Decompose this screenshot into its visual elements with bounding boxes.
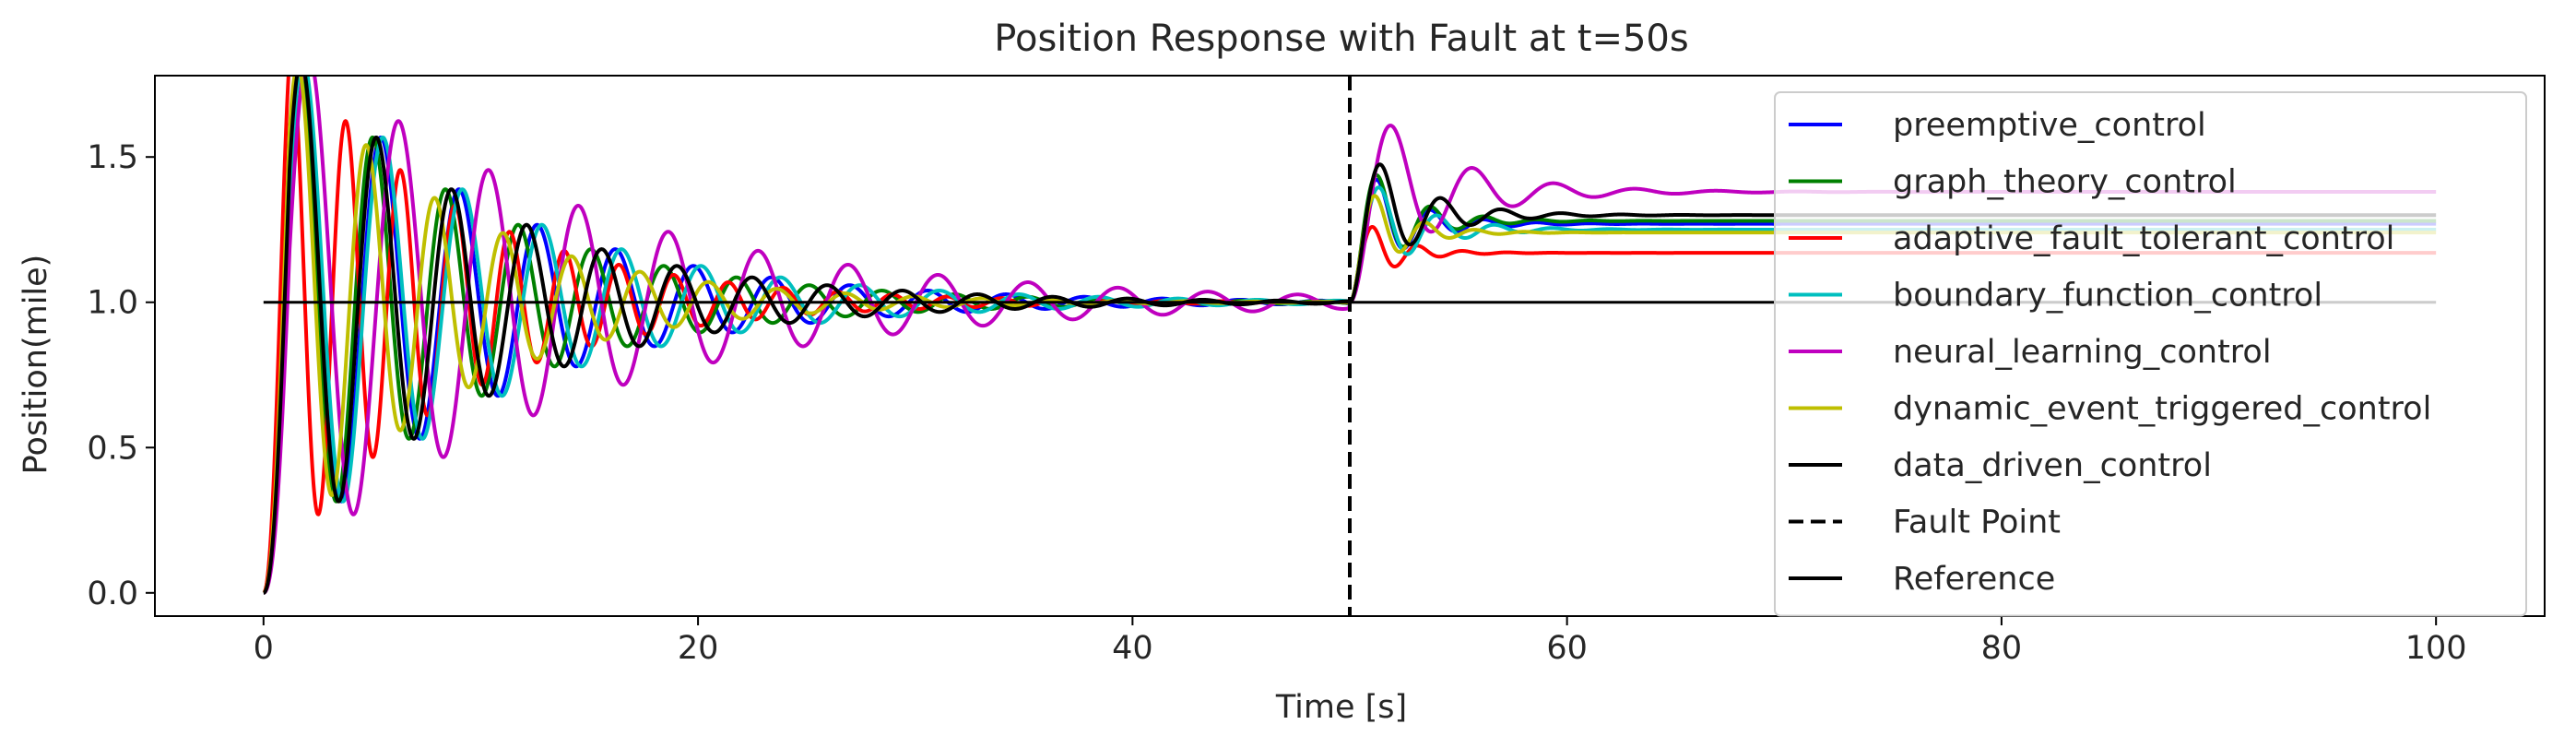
y-tick-label: 0.5 bbox=[87, 430, 138, 467]
x-tick-label: 0 bbox=[254, 630, 274, 667]
legend-label: neural_learning_control bbox=[1893, 334, 2272, 371]
x-tick-label: 20 bbox=[678, 630, 719, 667]
legend-box bbox=[1774, 91, 2527, 617]
legend-label: data_driven_control bbox=[1893, 447, 2212, 484]
plot-area: 0 20 40 60 80 100 0.0 0.5 1.0 1.5 bbox=[87, 75, 2546, 667]
y-tick-label: 1.5 bbox=[87, 139, 138, 176]
y-tick-label: 1.0 bbox=[87, 285, 138, 322]
y-axis-label: Position(mile) bbox=[18, 255, 54, 475]
x-tick-label: 60 bbox=[1546, 630, 1588, 667]
x-tick-label: 80 bbox=[1981, 630, 2023, 667]
legend-label: boundary_function_control bbox=[1893, 278, 2322, 315]
legend-label: Reference bbox=[1893, 561, 2055, 598]
y-tick-label: 0.0 bbox=[87, 576, 138, 612]
plot-frame bbox=[154, 75, 2546, 617]
x-axis-label: Time [s] bbox=[1275, 689, 1407, 726]
legend-label: adaptive_fault_tolerant_control bbox=[1893, 220, 2394, 257]
x-tick-label: 40 bbox=[1112, 630, 1153, 667]
legend-label: preemptive_control bbox=[1893, 107, 2206, 144]
legend-label: dynamic_event_triggered_control bbox=[1893, 391, 2431, 428]
legend: preemptive_control graph_theory_controlad… bbox=[1774, 91, 2527, 617]
chart-title: Position Response with Fault at t=50s bbox=[994, 18, 1688, 60]
legend-label: Fault Point bbox=[1893, 505, 2061, 541]
legend-label: graph_theory_control bbox=[1893, 164, 2237, 201]
x-tick-label: 100 bbox=[2405, 630, 2467, 667]
